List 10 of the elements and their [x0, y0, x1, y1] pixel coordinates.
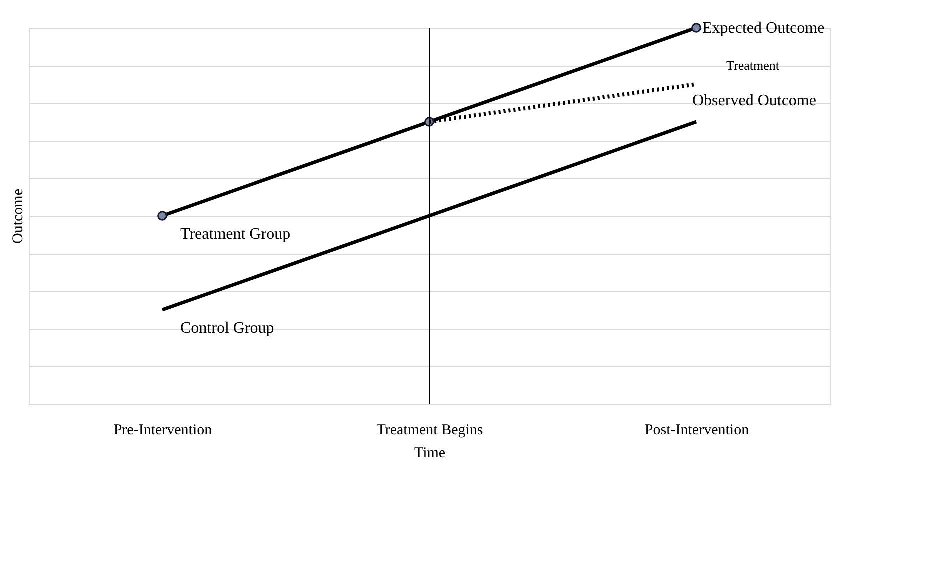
x-tick-label: Treatment Begins	[376, 422, 484, 438]
y-axis-title: Outcome	[10, 188, 26, 244]
series-label: Treatment Group	[180, 226, 291, 243]
x-tick-label: Post-Intervention	[644, 422, 750, 438]
series-label: Control Group	[180, 320, 274, 337]
annotation: Expected Outcome	[702, 20, 825, 37]
x-tick-label: Pre-Intervention	[114, 422, 213, 438]
x-axis-title: Time	[414, 446, 446, 462]
series-label: Observed Outcome	[692, 92, 816, 110]
annotation: Treatment	[726, 58, 780, 73]
